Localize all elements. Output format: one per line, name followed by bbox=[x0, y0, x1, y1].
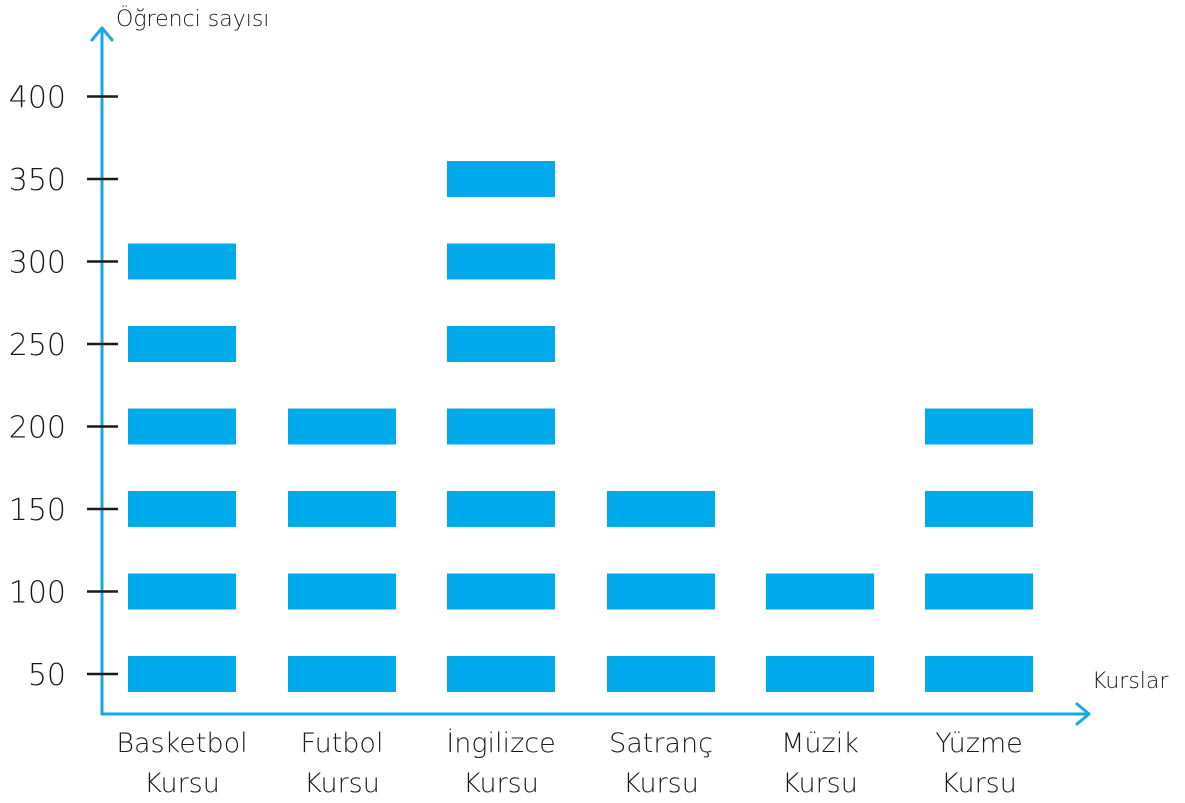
category-labels: Basketbol Kursu Futbol Kursu İngilizce Kursu S… bbox=[116, 728, 1022, 799]
y-tick-label: 100 bbox=[9, 576, 66, 611]
category-label: Kursu bbox=[941, 768, 1017, 799]
bar-block bbox=[925, 656, 1033, 692]
bar-block bbox=[128, 243, 236, 280]
category-label: Satranç bbox=[609, 728, 713, 759]
category-label: Kursu bbox=[304, 768, 380, 799]
bar-blocks bbox=[128, 161, 1033, 692]
bar-block bbox=[288, 656, 396, 692]
bar-block bbox=[925, 573, 1033, 610]
bar-block bbox=[128, 656, 236, 692]
y-tick-label: 200 bbox=[9, 411, 66, 446]
bar-block bbox=[128, 491, 236, 527]
y-tick-label: 400 bbox=[9, 81, 66, 116]
category-label: Yüzme bbox=[935, 728, 1023, 759]
category-label: Müzik bbox=[781, 728, 859, 759]
bar-block bbox=[447, 491, 555, 527]
bar-block bbox=[447, 243, 555, 280]
x-axis-arrow bbox=[1075, 702, 1091, 726]
bar-block bbox=[447, 161, 555, 197]
category-label: Futbol bbox=[301, 728, 384, 759]
y-tick-label: 350 bbox=[9, 163, 66, 198]
bar-block bbox=[128, 408, 236, 445]
bar-block bbox=[288, 491, 396, 527]
bar-block bbox=[925, 408, 1033, 445]
bar-block bbox=[447, 656, 555, 692]
y-tick-label: 150 bbox=[9, 493, 66, 528]
bar-block bbox=[607, 573, 715, 610]
bar-block bbox=[288, 408, 396, 445]
y-tick-label: 50 bbox=[28, 658, 66, 693]
bar-block bbox=[447, 573, 555, 610]
y-tick-label: 300 bbox=[9, 246, 66, 281]
bar-block bbox=[288, 573, 396, 610]
category-label: İngilizce bbox=[446, 728, 555, 759]
y-axis-arrow bbox=[90, 26, 114, 42]
y-ticks: 50 100 150 200 250 300 350 400 bbox=[9, 81, 118, 693]
bar-block bbox=[607, 491, 715, 527]
bar-block bbox=[607, 656, 715, 692]
category-label: Kursu bbox=[144, 768, 220, 799]
bar-block bbox=[766, 656, 874, 692]
y-axis-title: Öğrenci sayısı bbox=[116, 5, 269, 32]
category-label: Kursu bbox=[782, 768, 858, 799]
category-label: Kursu bbox=[463, 768, 539, 799]
bar-block bbox=[925, 491, 1033, 527]
bar-block bbox=[766, 573, 874, 610]
x-axis-title: Kurslar bbox=[1092, 669, 1169, 694]
bar-block bbox=[128, 326, 236, 362]
category-label: Kursu bbox=[623, 768, 699, 799]
bar-block bbox=[447, 408, 555, 445]
bar-block bbox=[128, 573, 236, 610]
bar-block bbox=[447, 326, 555, 362]
category-label: Basketbol bbox=[116, 728, 247, 759]
y-tick-label: 250 bbox=[9, 328, 66, 363]
